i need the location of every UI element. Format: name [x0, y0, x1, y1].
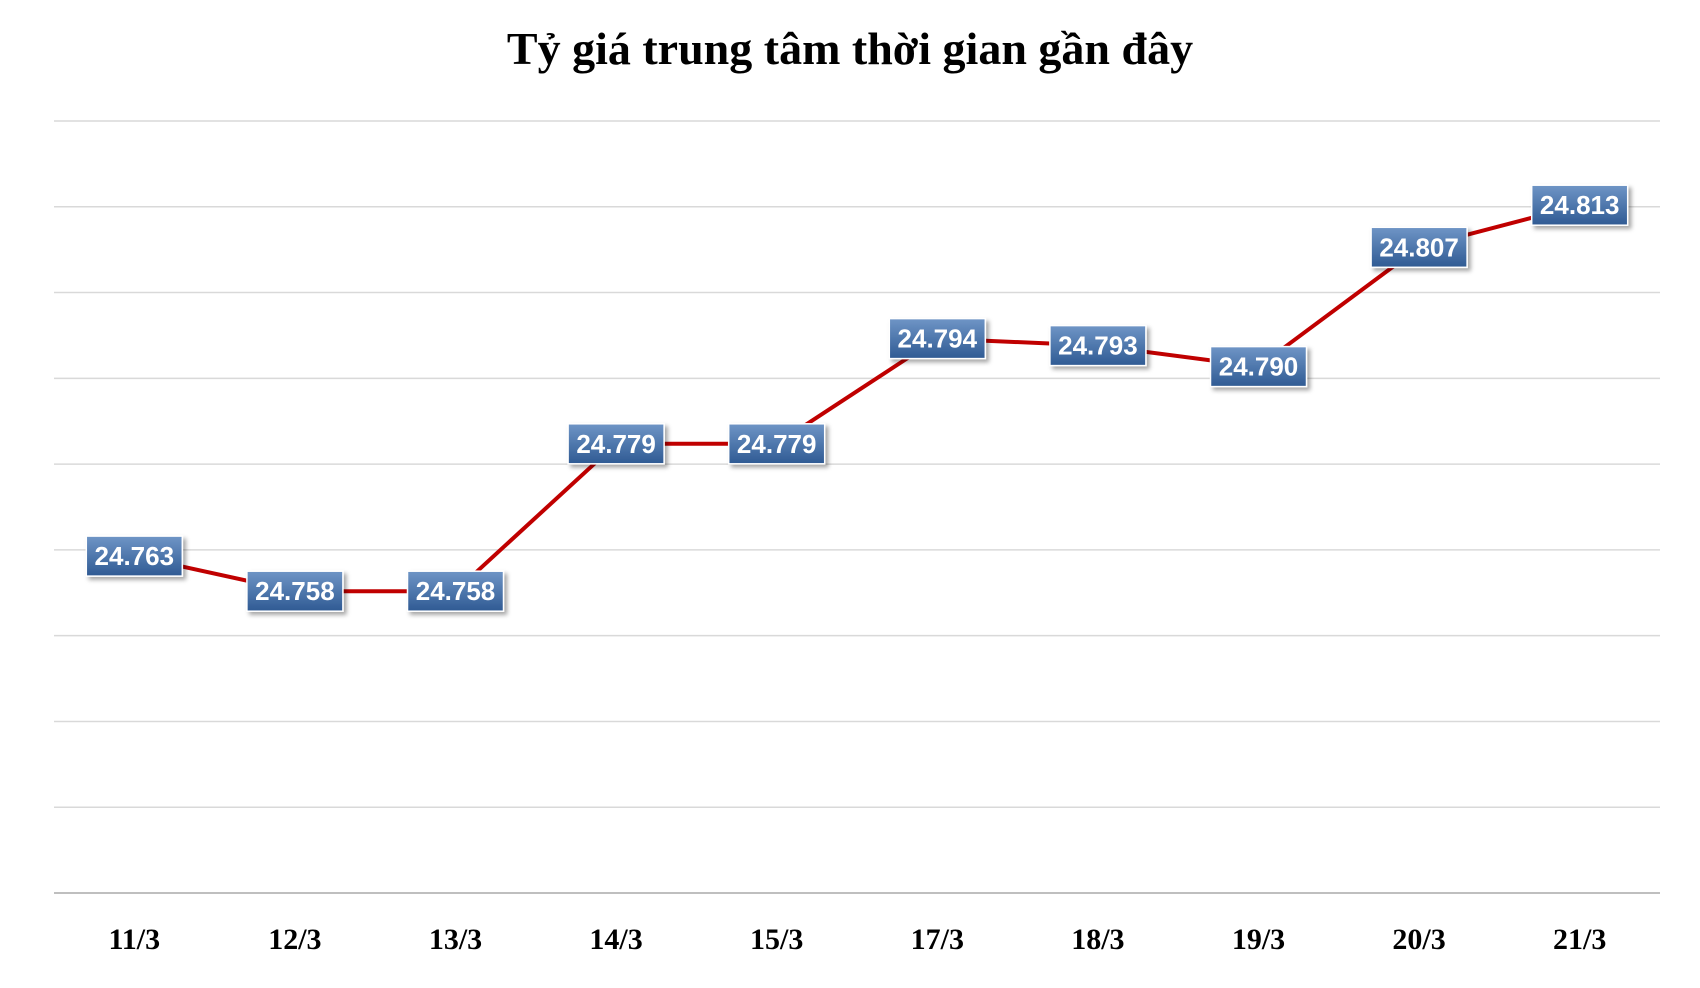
data-label: 24.807 — [1370, 226, 1468, 269]
data-label: 24.779 — [567, 423, 665, 465]
data-label: 24.758 — [406, 570, 505, 612]
x-tick-label: 20/3 — [1392, 923, 1445, 956]
x-tick-label: 17/3 — [911, 923, 964, 956]
data-label-text: 24.758 — [416, 576, 496, 606]
data-label-text: 24.790 — [1219, 352, 1299, 382]
chart-title: Tỷ giá trung tâm thời gian gần đây — [506, 23, 1194, 74]
data-label: 24.779 — [727, 423, 826, 465]
data-label-box — [85, 535, 184, 577]
data-label: 24.758 — [246, 570, 344, 612]
data-label: 24.794 — [888, 317, 987, 360]
data-label: 24.793 — [1049, 324, 1147, 367]
x-tick-label: 15/3 — [750, 923, 803, 956]
data-label-text: 24.779 — [576, 429, 656, 459]
data-label-box — [1049, 324, 1147, 367]
data-label: 24.813 — [1530, 184, 1629, 226]
data-label-text: 24.813 — [1540, 190, 1620, 220]
data-labels: 24.763 24.758 24.758 24.779 24.779 24.794 24.7… — [85, 184, 1629, 612]
x-tick-label: 21/3 — [1553, 923, 1606, 956]
gridlines — [54, 120, 1660, 808]
x-tick-label: 13/3 — [429, 923, 482, 956]
data-label: 24.790 — [1209, 345, 1308, 388]
data-label-text: 24.763 — [95, 541, 175, 571]
data-label-text: 24.794 — [898, 324, 978, 354]
x-tick-label: 11/3 — [108, 923, 160, 956]
data-label-box — [1370, 226, 1468, 269]
series-line-group — [132, 203, 1582, 594]
x-tick-label: 12/3 — [268, 923, 321, 956]
x-tick-labels: 11/3 12/3 13/3 14/3 15/3 17/3 18/3 19/3 20/3 21/3 — [108, 923, 1606, 956]
data-label-text: 24.779 — [737, 429, 817, 459]
data-label-text: 24.807 — [1379, 232, 1459, 262]
data-label-box — [246, 570, 344, 612]
data-label-box — [1530, 184, 1629, 226]
data-label-box — [567, 423, 665, 465]
data-label-box — [1209, 345, 1308, 388]
data-label-box — [727, 423, 826, 465]
x-tick-label: 14/3 — [589, 923, 642, 956]
data-label-box — [406, 570, 505, 612]
x-tick-label: 19/3 — [1232, 923, 1285, 956]
data-label-box — [888, 317, 987, 360]
data-label-text: 24.793 — [1058, 331, 1138, 361]
series-line — [132, 203, 1582, 594]
data-label: 24.763 — [85, 535, 184, 577]
x-tick-label: 18/3 — [1071, 923, 1124, 956]
data-label-text: 24.758 — [255, 576, 335, 606]
